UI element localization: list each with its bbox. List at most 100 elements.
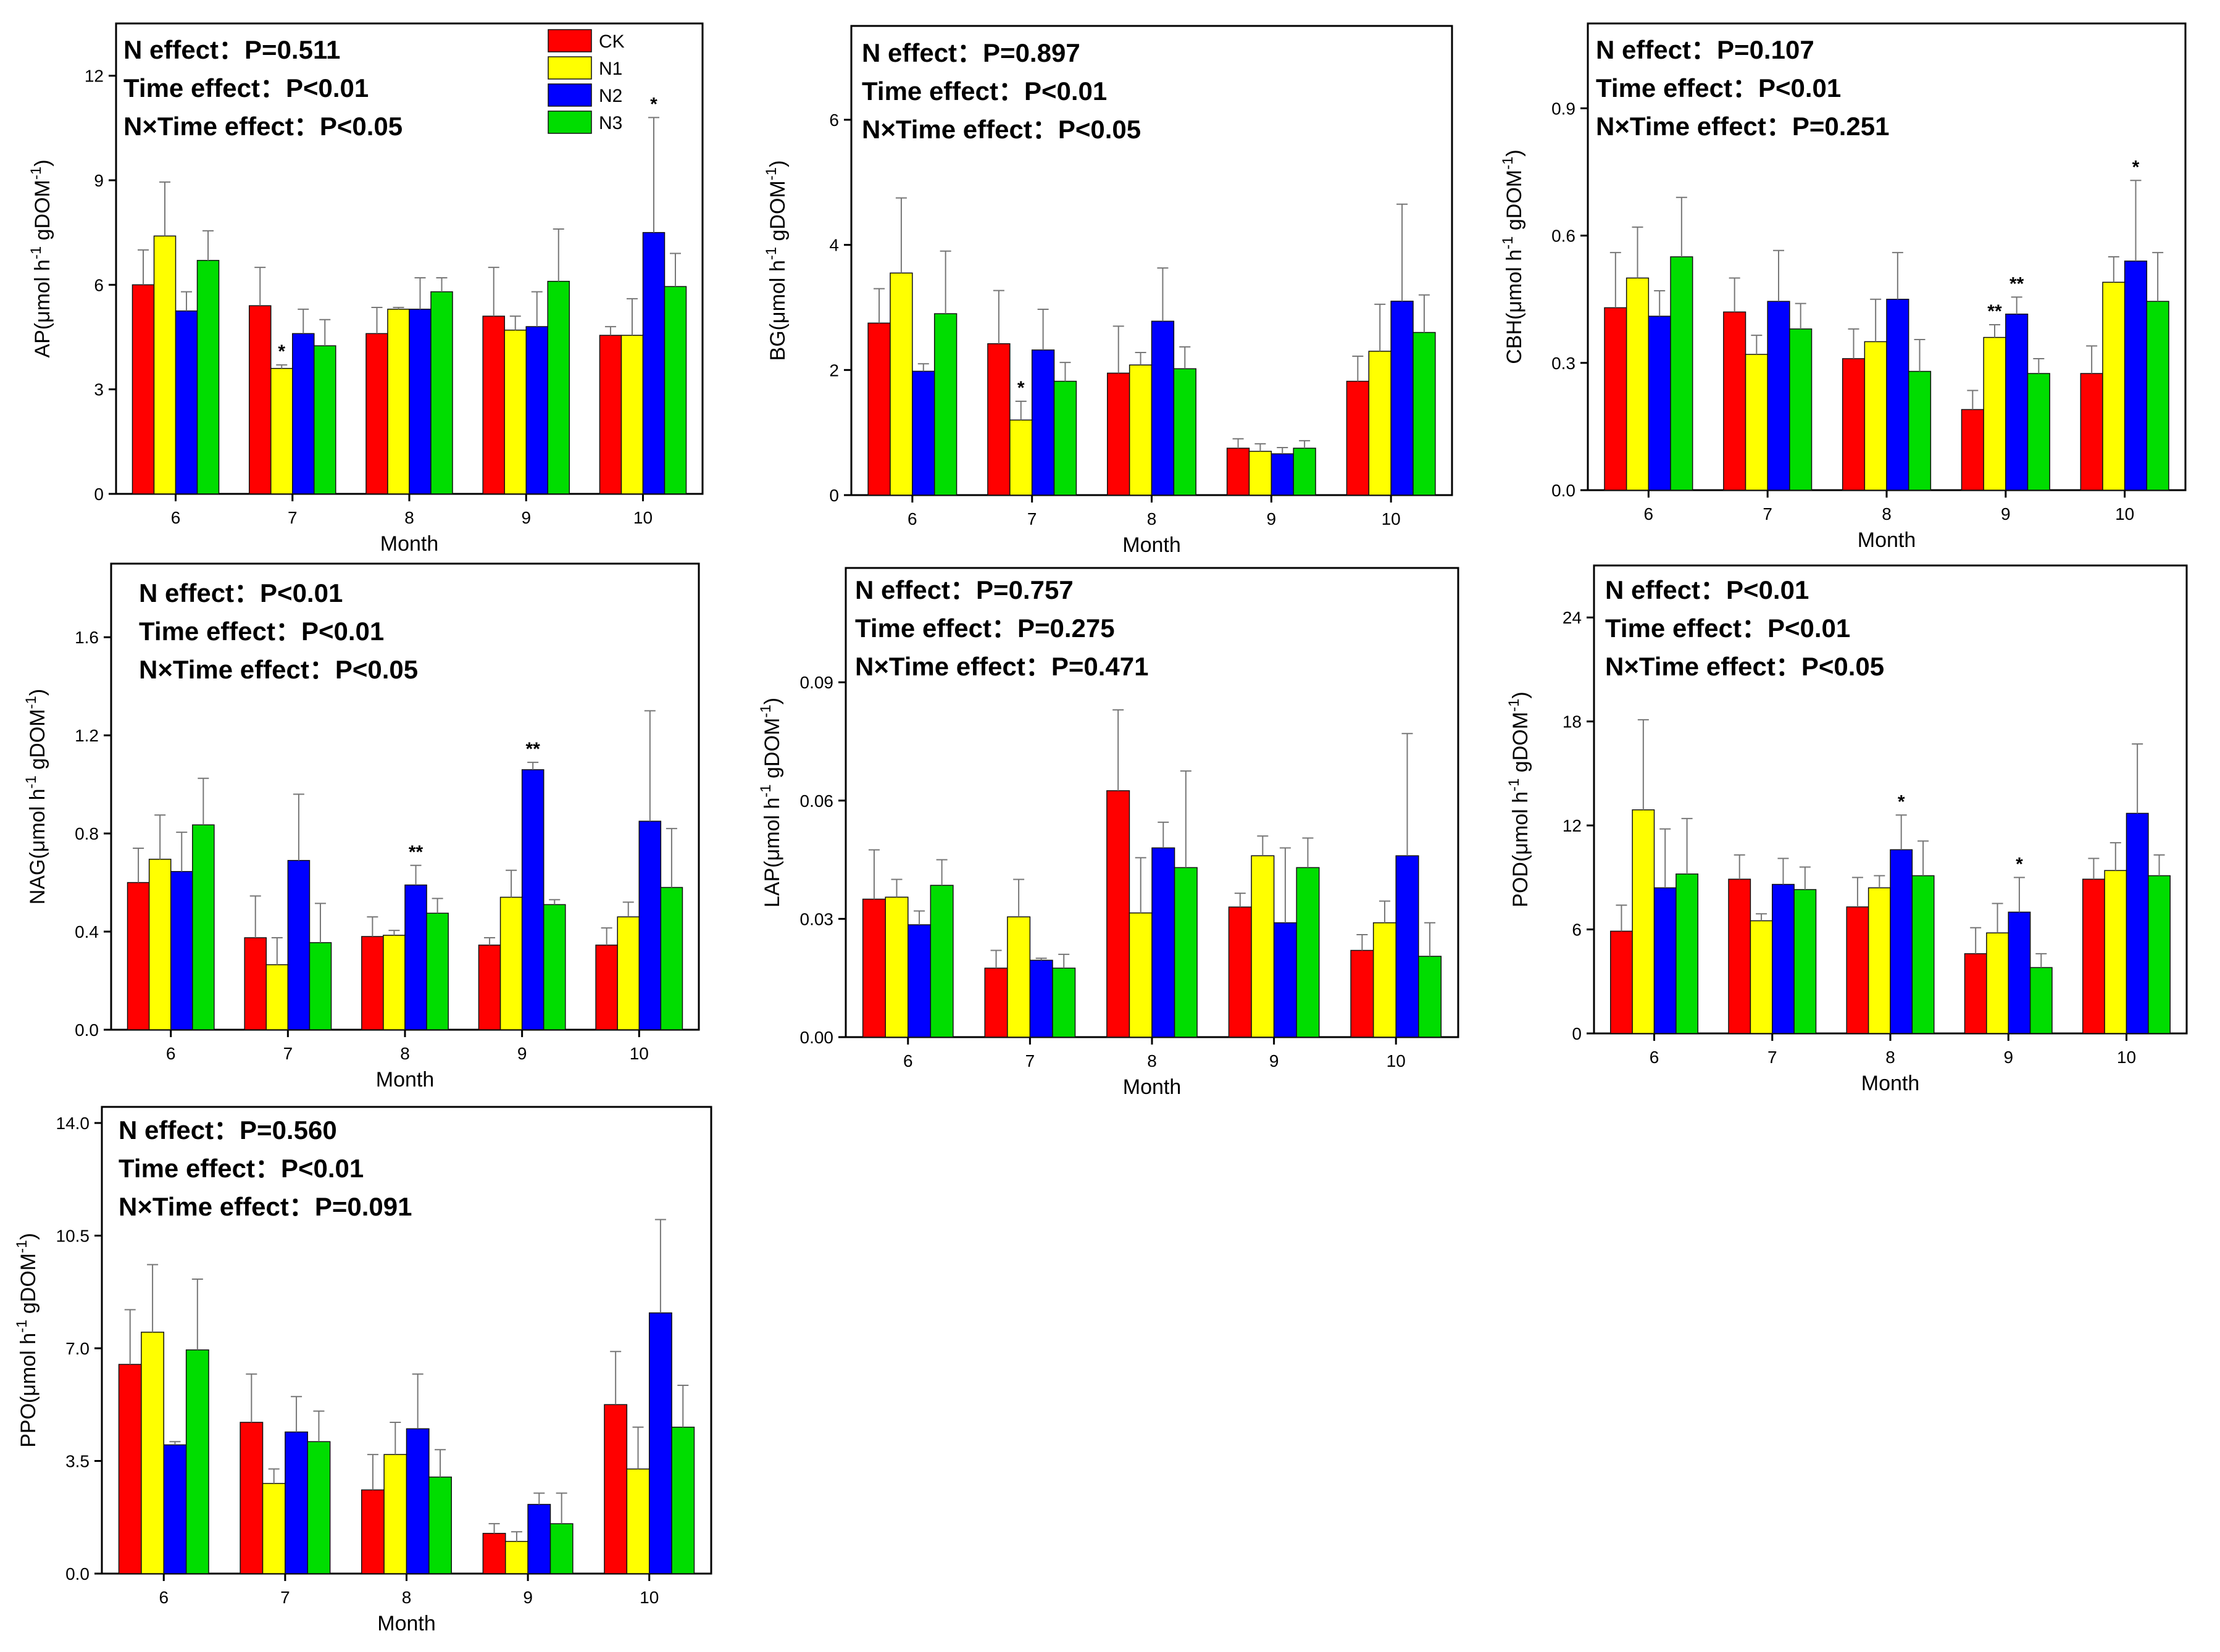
bar-nag-n2-7 <box>287 860 311 1030</box>
bar-cbh-n1-7 <box>1745 354 1768 491</box>
bar-pod-ck-9 <box>1964 953 1987 1034</box>
bar-ppo-ck-7 <box>240 1422 264 1574</box>
significance-mark: * <box>1898 791 1905 812</box>
stat-text: Time effect：P<0.01 <box>1596 73 1841 102</box>
bar-pod-ck-6 <box>1610 930 1633 1034</box>
y-tick-label: 0 <box>829 486 839 505</box>
y-tick-label: 14.0 <box>56 1114 90 1133</box>
x-axis-label: Month <box>377 1612 436 1635</box>
y-tick-label: 24 <box>1563 608 1582 627</box>
bar-nag-n2-8 <box>404 884 427 1030</box>
y-tick-label: 0.9 <box>1551 99 1575 118</box>
y-tick-label: 0.8 <box>75 824 99 843</box>
y-axis-label: LAP(μmol h-1 gDOM-1) <box>757 698 784 907</box>
bar-cbh-ck-6 <box>1604 307 1627 491</box>
x-tick-label: 9 <box>2001 504 2011 524</box>
bar-bg-ck-6 <box>867 322 891 496</box>
x-tick-label: 7 <box>1027 509 1037 528</box>
bar-ap-n1-9 <box>504 329 527 494</box>
bar-pod-n3-9 <box>2029 967 2053 1034</box>
y-tick-label: 3 <box>94 380 104 399</box>
x-tick-label: 10 <box>1387 1051 1406 1070</box>
x-tick-label: 7 <box>1763 504 1772 524</box>
bar-nag-n1-9 <box>499 896 523 1030</box>
bar-ap-n2-8 <box>409 309 432 494</box>
stat-text: N×Time effect：P=0.091 <box>119 1192 412 1221</box>
legend-label: N1 <box>599 59 622 79</box>
bar-bg-n1-9 <box>1248 451 1272 496</box>
x-tick-label: 6 <box>159 1588 169 1607</box>
y-tick-label: 0.0 <box>65 1564 90 1583</box>
bar-bg-n2-9 <box>1271 453 1294 496</box>
y-tick-label: 7.0 <box>65 1339 90 1358</box>
bar-lap-n1-6 <box>885 896 909 1038</box>
bar-cbh-n2-10 <box>2124 261 2148 491</box>
panel-ppo: 0.0 3.5 7.0 10.5 14.0 6 7 8 9 10 Month PPO(μmol h-1… <box>14 1106 712 1635</box>
significance-mark: * <box>650 94 657 114</box>
bar-cbh-ck-7 <box>1723 311 1746 491</box>
bar-ppo-n1-6 <box>141 1332 165 1574</box>
legend-label: CK <box>599 31 625 52</box>
bar-ppo-n3-10 <box>671 1427 695 1574</box>
bar-ppo-n2-7 <box>285 1431 309 1574</box>
bar-ppo-ck-6 <box>118 1364 142 1574</box>
panel-ap: 0 3 6 9 12 6 7 8 9 10 * * Month AP(μmol h-1 gDOM-1) N … <box>28 22 704 556</box>
y-tick-label: 6 <box>94 275 104 294</box>
bar-nag-n3-7 <box>309 942 332 1030</box>
bar-pod-n3-8 <box>1911 875 1935 1034</box>
y-tick-label: 0.0 <box>75 1020 99 1040</box>
bar-cbh-n2-7 <box>1767 301 1790 491</box>
y-tick-label: 18 <box>1563 712 1582 732</box>
bar-bg-n1-10 <box>1368 351 1392 496</box>
bar-ppo-n1-9 <box>504 1541 528 1574</box>
significance-mark: ** <box>2009 273 2024 294</box>
x-axis-label: Month <box>376 1068 435 1091</box>
bar-ap-n1-7 <box>270 368 293 494</box>
y-axis-label: NAG(μmol h-1 gDOM-1) <box>23 689 49 904</box>
x-tick-label: 7 <box>1767 1048 1777 1067</box>
bar-ap-ck-8 <box>365 333 388 494</box>
bar-cbh-n3-8 <box>1908 370 1932 491</box>
x-tick-label: 10 <box>2115 504 2134 524</box>
x-tick-label: 6 <box>166 1044 176 1063</box>
bar-lap-n2-9 <box>1273 922 1297 1038</box>
bar-cbh-n3-7 <box>1789 328 1813 491</box>
stat-text: Time effect：P<0.01 <box>123 73 369 102</box>
y-tick-label: 0.6 <box>1551 227 1575 246</box>
bar-ap-n3-8 <box>430 291 453 494</box>
bar-cbh-n2-8 <box>1886 298 1909 491</box>
bar-ppo-n3-6 <box>185 1349 209 1574</box>
bar-pod-ck-10 <box>2082 878 2105 1034</box>
bar-bg-ck-8 <box>1107 372 1130 496</box>
bar-lap-n3-9 <box>1296 867 1320 1038</box>
bar-bg-n2-10 <box>1390 301 1414 496</box>
x-axis-label: Month <box>380 532 439 556</box>
x-tick-label: 7 <box>1025 1051 1035 1070</box>
stat-text: Time effect：P<0.01 <box>862 77 1107 106</box>
y-tick-label: 6 <box>829 111 839 130</box>
bar-pod-n2-10 <box>2126 812 2149 1034</box>
bar-ppo-n2-9 <box>527 1504 551 1574</box>
bar-pod-n3-6 <box>1675 873 1699 1034</box>
bar-pod-ck-7 <box>1728 878 1751 1034</box>
stat-text: Time effect：P<0.01 <box>119 1154 364 1183</box>
bar-pod-n1-9 <box>1986 932 2009 1034</box>
stat-text: N effect：P<0.01 <box>139 578 343 607</box>
bar-bg-n1-6 <box>890 272 913 496</box>
y-tick-label: 0.0 <box>1551 481 1575 500</box>
significance-mark: * <box>1017 378 1025 398</box>
y-tick-label: 0 <box>1572 1024 1582 1043</box>
bar-lap-ck-6 <box>862 898 886 1038</box>
bar-nag-n1-6 <box>148 859 172 1030</box>
y-axis-label: PPO(μmol h-1 gDOM-1) <box>14 1233 40 1448</box>
bar-ppo-n3-9 <box>549 1523 574 1574</box>
bar-ap-ck-6 <box>131 284 155 494</box>
x-tick-label: 6 <box>171 508 181 527</box>
bar-ppo-n1-8 <box>383 1454 407 1574</box>
x-tick-label: 10 <box>640 1588 659 1607</box>
significance-mark: ** <box>409 842 424 862</box>
y-axis-label: CBH(μmol h-1 gDOM-1) <box>1500 149 1526 364</box>
bar-cbh-ck-9 <box>1961 409 1984 491</box>
bar-bg-n1-7 <box>1009 419 1033 496</box>
y-tick-label: 0.09 <box>800 673 834 692</box>
